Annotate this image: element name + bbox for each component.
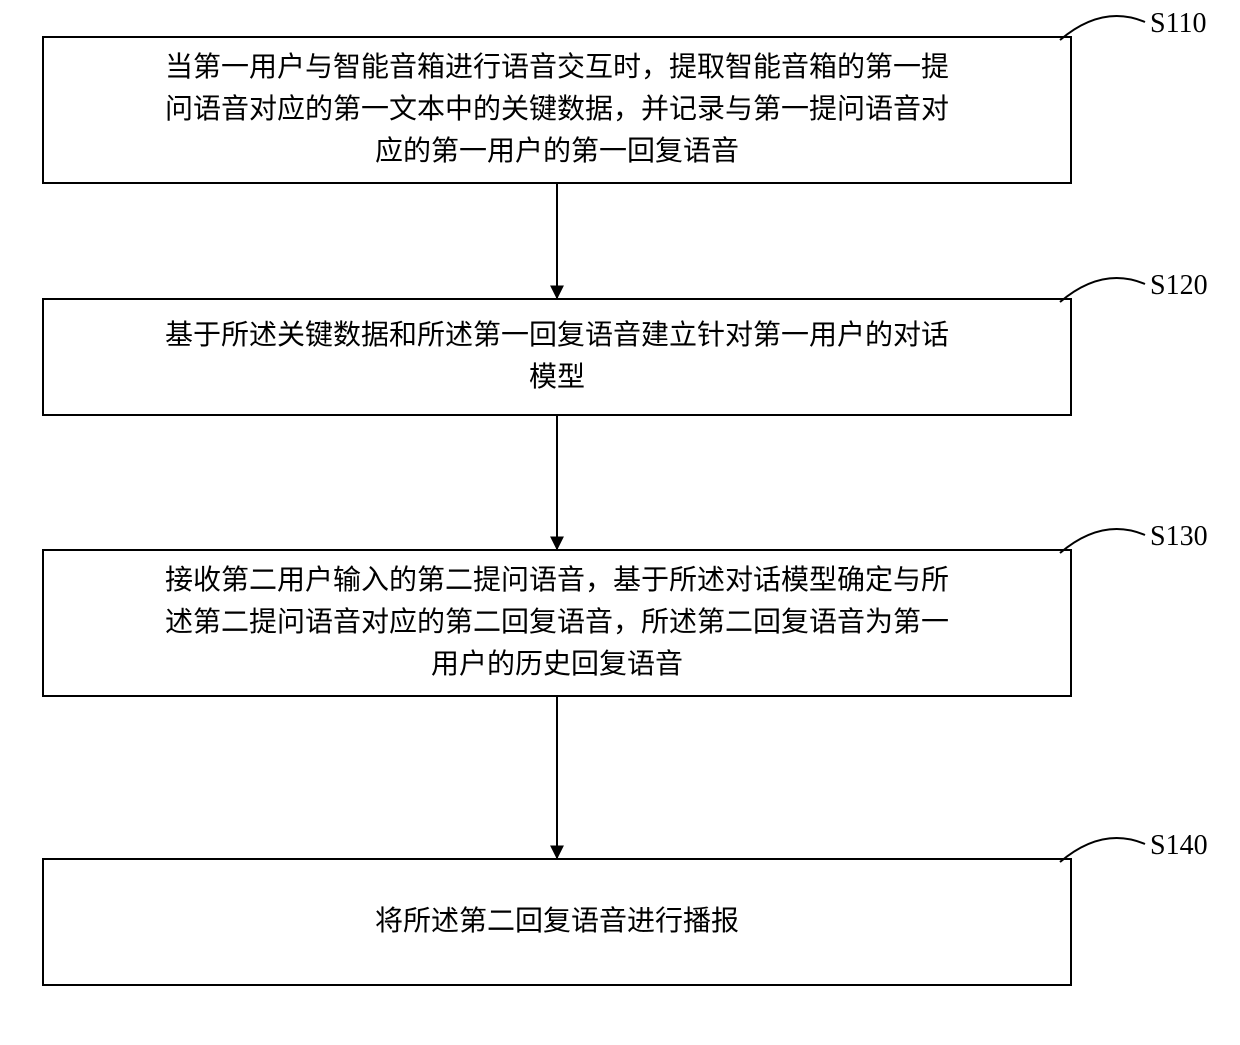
flow-step-s130: 接收第二用户输入的第二提问语音，基于所述对话模型确定与所 述第二提问语音对应的第… — [42, 549, 1072, 697]
step-label-s130: S130 — [1150, 521, 1208, 553]
leader-s140 — [1060, 838, 1145, 862]
flow-step-text: 基于所述关键数据和所述第一回复语音建立针对第一用户的对话 模型 — [165, 315, 949, 399]
step-label-s110: S110 — [1150, 8, 1207, 40]
leader-s120 — [1060, 278, 1145, 302]
leader-s110 — [1060, 16, 1145, 40]
step-label-s120: S120 — [1150, 270, 1208, 302]
flow-step-s120: 基于所述关键数据和所述第一回复语音建立针对第一用户的对话 模型 — [42, 298, 1072, 416]
flow-step-s110: 当第一用户与智能音箱进行语音交互时，提取智能音箱的第一提 问语音对应的第一文本中… — [42, 36, 1072, 184]
flow-step-s140: 将所述第二回复语音进行播报 — [42, 858, 1072, 986]
flow-step-text: 将所述第二回复语音进行播报 — [375, 901, 739, 943]
flow-step-text: 接收第二用户输入的第二提问语音，基于所述对话模型确定与所 述第二提问语音对应的第… — [165, 560, 949, 686]
flowchart-canvas: 当第一用户与智能音箱进行语音交互时，提取智能音箱的第一提 问语音对应的第一文本中… — [0, 0, 1240, 1045]
step-label-s140: S140 — [1150, 830, 1208, 862]
leader-s130 — [1060, 529, 1145, 553]
flow-step-text: 当第一用户与智能音箱进行语音交互时，提取智能音箱的第一提 问语音对应的第一文本中… — [165, 47, 949, 173]
